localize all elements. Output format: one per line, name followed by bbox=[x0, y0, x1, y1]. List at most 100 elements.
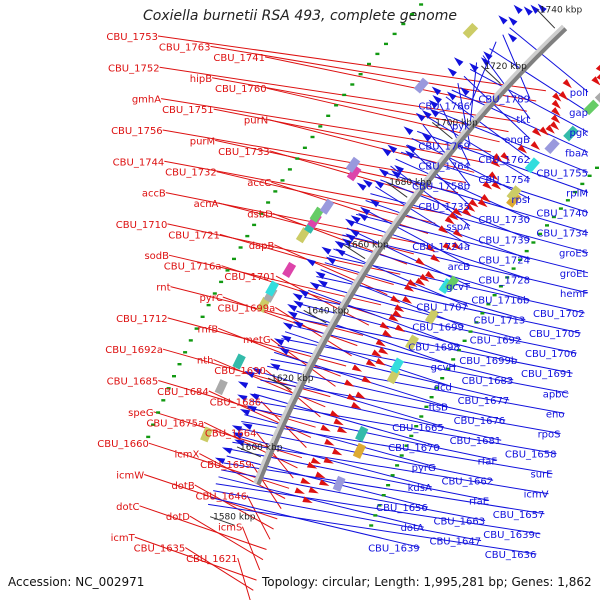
reverse-gene-arrow bbox=[237, 394, 248, 402]
gc-dot bbox=[384, 42, 388, 46]
callout-line bbox=[281, 338, 569, 394]
callout-line bbox=[246, 495, 271, 540]
rna-feature-block bbox=[200, 426, 213, 443]
position-tick-label: 1660 kbp bbox=[346, 241, 389, 251]
gc-dot bbox=[480, 312, 485, 315]
gc-dot bbox=[373, 514, 378, 517]
forward-gene-arrow bbox=[302, 496, 313, 503]
gene-label: rnfB bbox=[198, 324, 219, 335]
reverse-gene-arrow bbox=[356, 182, 367, 191]
position-tick-line bbox=[431, 122, 453, 140]
callout-line bbox=[463, 75, 531, 140]
gene-label: icmV bbox=[524, 490, 549, 501]
callout-line bbox=[439, 103, 471, 166]
gene-label: gcvT bbox=[446, 282, 471, 293]
reverse-gene-arrow bbox=[345, 218, 356, 227]
gene-label: CBU_1754 bbox=[478, 175, 530, 186]
gene-label: purM bbox=[190, 136, 215, 147]
gene-label: sspA bbox=[446, 222, 470, 233]
gene-label: surE bbox=[531, 470, 553, 481]
gene-label: CBU_1639c bbox=[483, 530, 540, 541]
forward-gene-arrow bbox=[530, 141, 541, 151]
forward-gene-arrow bbox=[351, 364, 363, 372]
gene-label: CBU_1647 bbox=[429, 537, 481, 548]
gc-dot bbox=[369, 524, 374, 527]
gene-label: CBU_1659 bbox=[200, 460, 252, 471]
callout-line bbox=[213, 108, 483, 163]
rna-feature-block bbox=[265, 280, 280, 297]
callout-line bbox=[271, 181, 429, 234]
callout-line bbox=[164, 160, 443, 214]
gc-dot bbox=[334, 104, 339, 107]
gc-dot bbox=[367, 62, 371, 66]
gc-dot bbox=[410, 13, 415, 16]
forward-gene-arrow bbox=[382, 329, 393, 338]
position-tick-line bbox=[481, 65, 501, 84]
rna-feature-block bbox=[355, 425, 369, 442]
reverse-gene-arrow bbox=[381, 147, 392, 157]
forward-gene-arrow bbox=[451, 241, 462, 251]
gene-label: CBU_1635 bbox=[134, 544, 186, 555]
reverse-gene-arrow bbox=[421, 110, 432, 119]
callout-line bbox=[390, 165, 471, 227]
rna-feature-block bbox=[352, 442, 366, 459]
gene-label: CBU_1734 bbox=[536, 229, 588, 240]
position-tick-line bbox=[236, 446, 262, 458]
callout-line bbox=[221, 469, 486, 521]
reverse-gene-arrow bbox=[232, 432, 243, 439]
map-title: Coxiella burnetii RSA 493, complete geno… bbox=[143, 8, 457, 24]
gene-label: fbaA bbox=[565, 148, 588, 159]
forward-gene-arrow bbox=[310, 457, 322, 465]
gene-label: CBU_1755 bbox=[536, 168, 588, 179]
callout-line bbox=[238, 427, 494, 481]
gene-label: CBU_1730 bbox=[478, 215, 530, 226]
forward-gene-arrow bbox=[344, 379, 355, 387]
reverse-gene-arrow bbox=[498, 15, 508, 25]
forward-gene-arrow bbox=[320, 424, 331, 432]
gene-label: CBU_1660 bbox=[97, 439, 149, 450]
forward-gene-arrow bbox=[323, 456, 334, 464]
callout-line bbox=[235, 434, 432, 488]
gc-dot bbox=[573, 190, 578, 194]
gene-label: CBU_1636 bbox=[485, 550, 537, 561]
rna-feature-block bbox=[232, 353, 246, 370]
gene-label: CBU_1756 bbox=[111, 126, 163, 137]
gene-label: dotA bbox=[401, 523, 424, 534]
gene-label: acnA bbox=[194, 199, 219, 210]
gc-dot bbox=[538, 232, 543, 236]
reverse-gene-arrow bbox=[251, 367, 263, 375]
reverse-gene-arrow bbox=[483, 51, 493, 61]
rna-feature-block bbox=[524, 157, 540, 174]
gene-label: dapB bbox=[249, 241, 275, 252]
reverse-gene-arrow bbox=[391, 170, 401, 179]
callout-line bbox=[157, 35, 546, 92]
reverse-gene-arrow bbox=[523, 6, 533, 16]
gene-labels: CBU_1753CBU_1763CBU_1741CBU_1752hipBCBU_… bbox=[97, 32, 588, 565]
position-tick-line bbox=[536, 9, 556, 29]
gene-label: eno bbox=[546, 409, 565, 420]
gene-label: CBU_1702 bbox=[533, 309, 585, 320]
reverse-gene-arrow bbox=[317, 279, 328, 288]
gene-label: CBU_1760 bbox=[215, 84, 267, 95]
gc-dot bbox=[225, 269, 230, 272]
gc-dot bbox=[342, 93, 347, 97]
rna-feature-block bbox=[295, 227, 311, 244]
forward-gene-arrow bbox=[442, 242, 453, 251]
position-tick-label: 1680 kbp bbox=[389, 178, 432, 188]
forward-gene-arrow bbox=[488, 171, 499, 181]
callout-line bbox=[428, 117, 531, 180]
gene-label: CBU_1670 bbox=[388, 443, 440, 454]
gene-label: CBU_1753 bbox=[106, 32, 158, 43]
forward-gene-arrow bbox=[477, 198, 488, 208]
rna-feature-block bbox=[282, 261, 297, 278]
gc-dot bbox=[219, 280, 224, 284]
position-tick-label: 1740 kbp bbox=[540, 6, 583, 16]
gc-dot bbox=[445, 367, 450, 370]
callout-line bbox=[208, 390, 312, 438]
gc-dot bbox=[318, 125, 323, 128]
rna-feature-block bbox=[462, 22, 479, 39]
callout-line bbox=[223, 462, 545, 515]
gene-label: tkt bbox=[516, 115, 530, 126]
forward-gene-arrow bbox=[531, 127, 542, 137]
gc-dot bbox=[390, 474, 395, 477]
